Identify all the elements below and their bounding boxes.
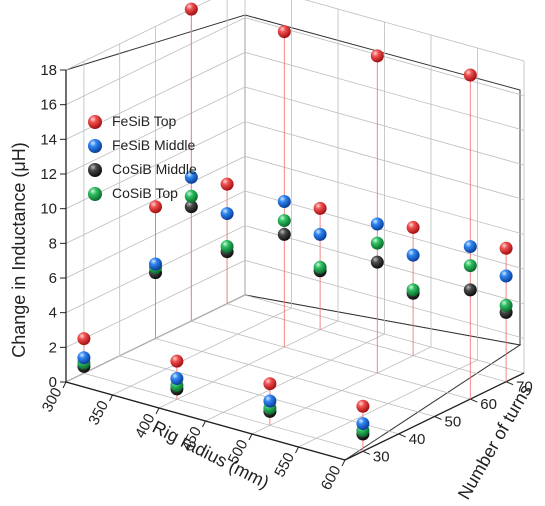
point-fesib-middle <box>356 417 370 431</box>
point-fesib-middle <box>184 170 198 184</box>
point-cosib-middle <box>277 227 291 241</box>
y-tick-label: 0 <box>49 374 57 391</box>
z-tick <box>362 450 371 455</box>
y-tick-label: 6 <box>49 270 57 287</box>
x-tick <box>155 407 160 415</box>
y-tick-label: 14 <box>40 131 57 148</box>
y-axis-title: Change in Inductance (μH) <box>9 142 29 358</box>
point-fesib-top <box>184 2 198 16</box>
point-cosib-top <box>184 189 198 203</box>
y-tick-label: 16 <box>40 97 57 114</box>
point-fesib-middle <box>406 248 420 262</box>
point-cosib-top <box>463 259 477 273</box>
point-cosib-middle <box>184 200 198 214</box>
z-tick <box>434 416 442 420</box>
point-fesib-top <box>356 399 370 413</box>
x-tick-label: 550 <box>271 450 298 480</box>
point-fesib-top <box>277 25 291 39</box>
point-fesib-top <box>149 200 162 214</box>
point-fesib-middle <box>277 195 291 208</box>
point-fesib-top <box>220 177 234 191</box>
z-tick-label: 70 <box>516 379 533 396</box>
point-cosib-middle <box>463 283 477 297</box>
point-fesib-middle <box>370 217 384 231</box>
legend-marker <box>88 163 102 177</box>
y-tick-label: 8 <box>49 235 57 252</box>
z-tick <box>398 433 406 438</box>
point-cosib-top <box>499 298 513 312</box>
legend-label: FeSiB Top <box>112 113 177 129</box>
back-walls <box>64 14 522 461</box>
z-gridline <box>119 43 399 435</box>
point-fesib-top <box>263 377 277 391</box>
y-tick-label: 18 <box>40 62 57 79</box>
point-fesib-middle <box>499 269 513 283</box>
x-gridline <box>112 0 292 396</box>
y-tick-label: 10 <box>40 201 57 218</box>
point-cosib-top <box>406 283 420 297</box>
legend-marker <box>88 139 102 153</box>
x-gridline <box>298 48 478 448</box>
point-cosib-top <box>313 260 327 274</box>
point-fesib-top <box>77 332 91 346</box>
legend-label: CoSiB Top <box>112 185 178 201</box>
point-fesib-middle <box>220 207 234 221</box>
point-fesib-top <box>406 220 420 234</box>
x-gridline <box>205 22 385 422</box>
z-tick <box>470 398 478 403</box>
z-tick <box>505 381 514 386</box>
x-gridline <box>251 35 432 435</box>
x-tick <box>202 420 206 428</box>
point-fesib-middle <box>313 227 327 241</box>
point-fesib-middle <box>170 372 184 385</box>
x-tick <box>62 381 67 389</box>
x-tick-label: 350 <box>85 398 112 428</box>
legend-marker <box>88 115 102 129</box>
point-fesib-top <box>370 49 384 63</box>
z-tick-label: 40 <box>409 431 426 448</box>
x-gridline <box>158 9 339 409</box>
point-fesib-top <box>499 241 513 255</box>
x-tick-label: 300 <box>39 385 66 415</box>
legend-label: CoSiB Middle <box>112 161 197 177</box>
point-cosib-middle <box>370 255 384 269</box>
y-tick-label: 2 <box>49 339 57 356</box>
legend: FeSiB Top FeSiB Middle CoSiB Middle CoSiB T… <box>88 113 197 201</box>
x-tick <box>295 446 299 454</box>
point-fesib-middle <box>463 240 477 254</box>
point-fesib-top <box>313 201 327 215</box>
point-cosib-top <box>370 236 384 250</box>
point-fesib-middle <box>149 257 162 271</box>
x-tick <box>341 459 346 467</box>
legend-marker <box>88 187 102 201</box>
legend-label: FeSiB Middle <box>112 137 195 153</box>
x-tick-label: 600 <box>318 463 345 493</box>
point-fesib-middle <box>77 351 91 365</box>
x-tick <box>109 394 113 402</box>
y-tick-label: 12 <box>40 166 57 183</box>
y-tick-label: 4 <box>49 305 57 322</box>
data-points <box>77 2 513 441</box>
point-fesib-top <box>170 354 184 368</box>
point-fesib-middle <box>263 394 277 408</box>
point-cosib-top <box>220 240 234 253</box>
z-tick-label: 30 <box>373 448 390 465</box>
side-wall <box>244 14 521 346</box>
x-tick <box>248 433 253 441</box>
z-tick-label: 50 <box>445 414 462 431</box>
point-fesib-top <box>463 68 477 82</box>
x-gridline <box>65 0 246 383</box>
z-tick-label: 60 <box>480 396 497 413</box>
point-cosib-top <box>277 214 291 228</box>
